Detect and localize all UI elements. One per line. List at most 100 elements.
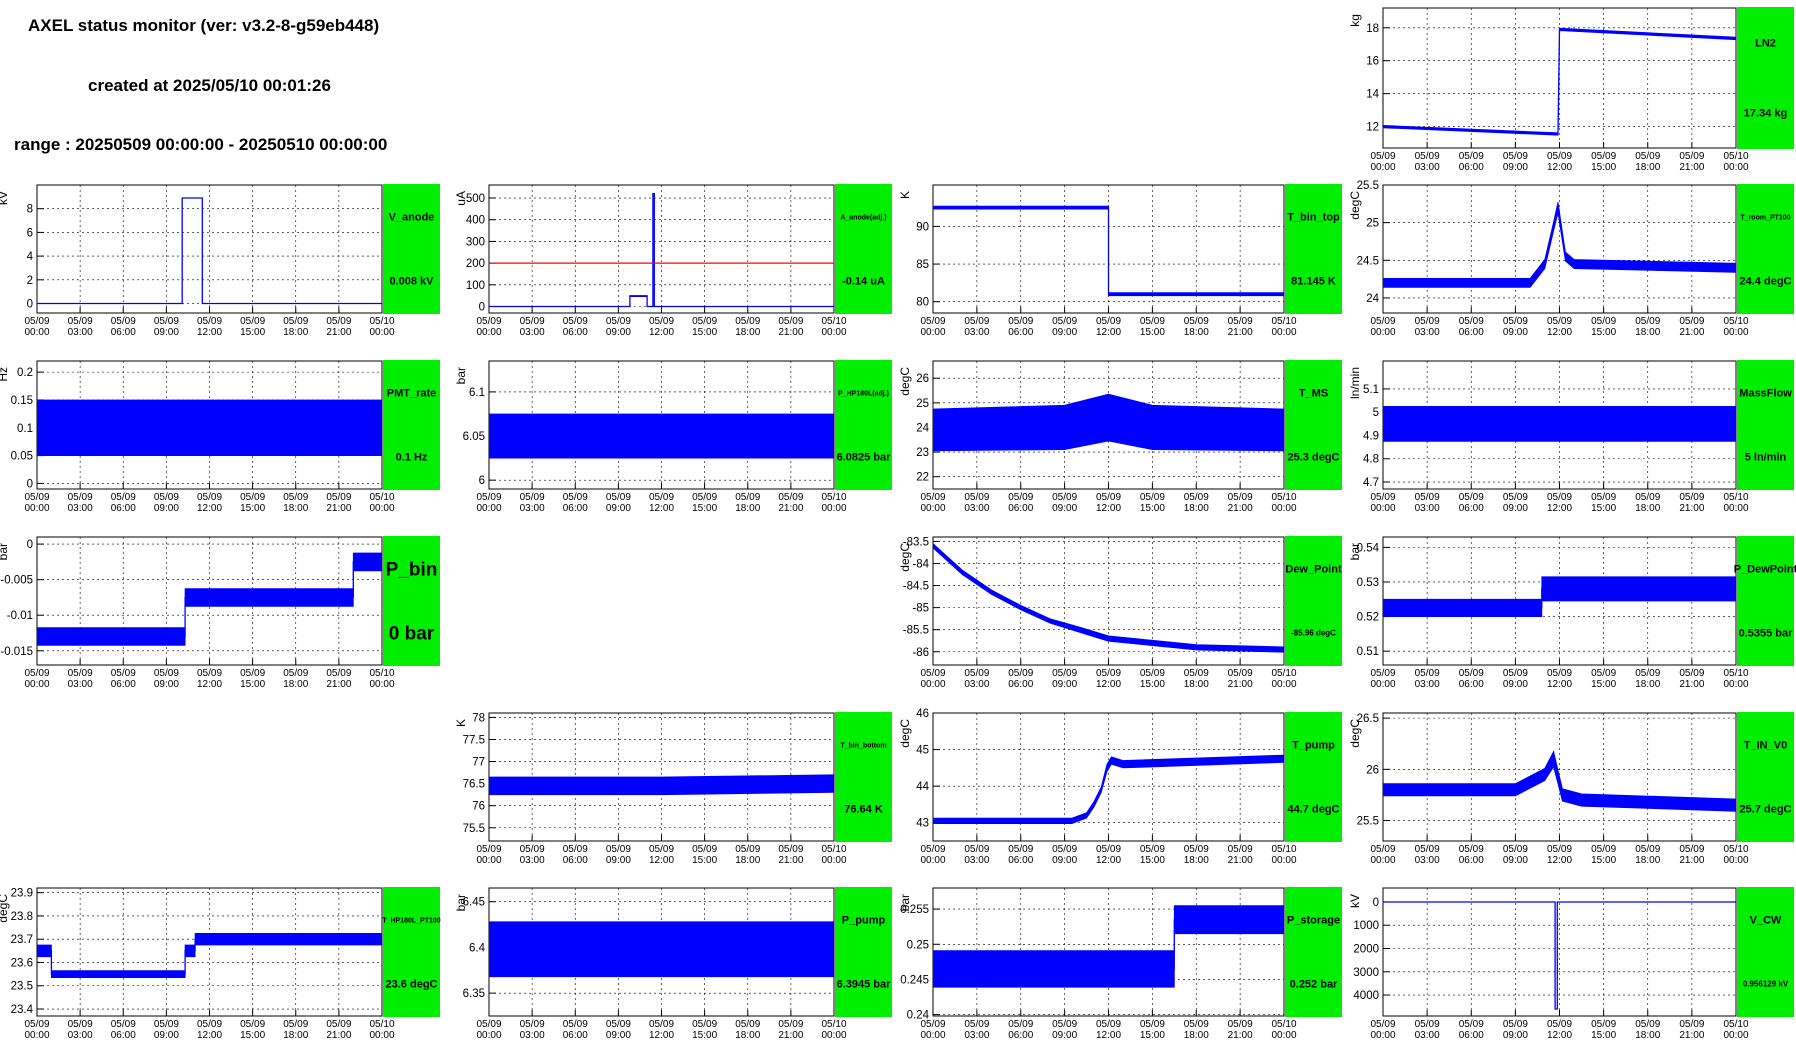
status-box [1285, 887, 1342, 1017]
x-tick-label-time: 06:00 [1459, 855, 1484, 866]
x-tick-label-time: 18:00 [1635, 327, 1660, 338]
x-tick-label-time: 00:00 [1723, 855, 1748, 866]
x-tick-label-time: 09:00 [606, 503, 631, 514]
plot-area [489, 193, 834, 308]
x-tick-label-time: 00:00 [24, 679, 49, 690]
x-tick-label-time: 18:00 [283, 1030, 308, 1041]
x-tick-label-date: 05/09 [197, 492, 222, 503]
x-tick-label-date: 05/09 [1096, 492, 1121, 503]
x-tick-label-time: 00:00 [920, 679, 945, 690]
y-tick-label: -0.005 [0, 575, 33, 587]
x-tick-label-date: 05/09 [1547, 316, 1572, 327]
x-tick-label-date: 05/10 [1723, 316, 1748, 327]
x-tick-label-date: 05/09 [692, 844, 717, 855]
x-tick-label-date: 05/10 [821, 1019, 846, 1030]
x-tick-label-time: 06:00 [111, 679, 136, 690]
x-tick-label-date: 05/09 [1184, 668, 1209, 679]
x-tick-label-date: 05/09 [606, 844, 631, 855]
y-axis-label: degC [1348, 719, 1362, 748]
y-tick-label: 6.1 [469, 387, 485, 399]
y-tick-label: 1000 [1353, 920, 1379, 932]
x-tick-label-date: 05/09 [68, 1019, 93, 1030]
x-tick-label-time: 00:00 [476, 855, 501, 866]
x-tick-label-time: 00:00 [1723, 503, 1748, 514]
x-tick-label-time: 15:00 [1591, 679, 1616, 690]
x-tick-label-date: 05/09 [240, 316, 265, 327]
status-label: T_HP180L_PT100 [382, 917, 440, 924]
x-tick-label-time: 12:00 [649, 327, 674, 338]
x-tick-label-time: 12:00 [1547, 679, 1572, 690]
chart-panel-v-cw: 05/0900:0005/0903:0005/0906:0005/0909:00… [1348, 887, 1794, 1041]
x-tick-label-time: 12:00 [197, 679, 222, 690]
y-axis-label: kV [1348, 894, 1362, 908]
x-tick-label-date: 05/09 [1503, 151, 1528, 162]
x-tick-label-date: 05/09 [964, 1019, 989, 1030]
x-tick-label-time: 06:00 [1459, 679, 1484, 690]
x-tick-label-time: 00:00 [24, 1030, 49, 1041]
chart-panel-pmt-rate: 05/0900:0005/0903:0005/0906:0005/0909:00… [0, 360, 440, 514]
plot-area [933, 905, 1284, 988]
x-tick-label-date: 05/09 [1679, 316, 1704, 327]
x-tick-label-date: 05/09 [1635, 151, 1660, 162]
x-tick-label-date: 05/09 [1140, 316, 1165, 327]
x-tick-label-date: 05/09 [1052, 492, 1077, 503]
x-tick-label-time: 09:00 [154, 327, 179, 338]
x-tick-label-date: 05/10 [369, 1019, 394, 1030]
chart-panel-p-pump: 05/0900:0005/0903:0005/0906:0005/0909:00… [454, 887, 892, 1041]
x-tick-label-time: 03:00 [520, 855, 545, 866]
x-tick-label-time: 00:00 [1370, 327, 1395, 338]
x-tick-label-date: 05/09 [1008, 668, 1033, 679]
x-tick-label-time: 12:00 [1096, 855, 1121, 866]
x-tick-label-date: 05/09 [111, 668, 136, 679]
y-tick-label: 5 [1373, 407, 1379, 419]
x-tick-label-date: 05/09 [1052, 316, 1077, 327]
chart-panel-p-dewpoint: 05/0900:0005/0903:0005/0906:0005/0909:00… [1348, 536, 1796, 690]
x-tick-label-time: 06:00 [563, 503, 588, 514]
status-value: 76.64 K [844, 804, 883, 816]
x-tick-label-date: 05/09 [606, 1019, 631, 1030]
x-tick-label-date: 05/09 [476, 844, 501, 855]
y-tick-label: 46 [916, 708, 929, 720]
x-tick-label-date: 05/09 [1415, 316, 1440, 327]
x-tick-label-date: 05/09 [476, 1019, 501, 1030]
x-tick-label-date: 05/09 [692, 492, 717, 503]
x-tick-label-date: 05/09 [1547, 492, 1572, 503]
chart-panel-t-bin-bottom: 05/0900:0005/0903:0005/0906:0005/0909:00… [454, 712, 892, 866]
x-tick-label-time: 00:00 [920, 1030, 945, 1041]
x-tick-label-date: 05/09 [154, 1019, 179, 1030]
y-tick-label: 0.25 [907, 939, 929, 951]
chart-panel-p-hp180l-adj: 05/0900:0005/0903:0005/0906:0005/0909:00… [454, 360, 892, 514]
x-tick-label-time: 06:00 [111, 1030, 136, 1041]
x-tick-label-time: 18:00 [1635, 162, 1660, 173]
status-box [835, 360, 892, 490]
status-box [1737, 7, 1794, 149]
y-tick-label: 23.6 [11, 957, 33, 969]
x-tick-label-date: 05/09 [1459, 151, 1484, 162]
x-tick-label-date: 05/09 [920, 1019, 945, 1030]
y-tick-label: 76 [472, 801, 485, 813]
status-label: T_bin_top [1287, 212, 1340, 224]
x-tick-label-time: 06:00 [1008, 327, 1033, 338]
x-tick-label-date: 05/09 [68, 492, 93, 503]
plot-area [933, 393, 1284, 452]
x-tick-label-date: 05/09 [649, 492, 674, 503]
x-tick-label-date: 05/09 [1635, 492, 1660, 503]
x-tick-label-time: 00:00 [1723, 327, 1748, 338]
y-tick-label: 0.24 [907, 1010, 930, 1022]
x-tick-label-date: 05/09 [1679, 492, 1704, 503]
x-tick-label-time: 03:00 [964, 503, 989, 514]
x-tick-label-time: 03:00 [68, 679, 93, 690]
x-tick-label-time: 15:00 [240, 679, 265, 690]
x-tick-label-date: 05/09 [24, 668, 49, 679]
status-value: 81.145 K [1291, 276, 1336, 288]
x-tick-label-time: 03:00 [68, 1030, 93, 1041]
x-tick-label-date: 05/09 [1459, 844, 1484, 855]
x-tick-label-date: 05/09 [692, 1019, 717, 1030]
y-tick-label: 0.15 [11, 395, 33, 407]
x-tick-label-time: 21:00 [1679, 162, 1704, 173]
x-tick-label-date: 05/09 [154, 492, 179, 503]
x-tick-label-time: 06:00 [563, 1030, 588, 1041]
y-tick-label: 500 [466, 193, 485, 205]
status-box [835, 712, 892, 842]
